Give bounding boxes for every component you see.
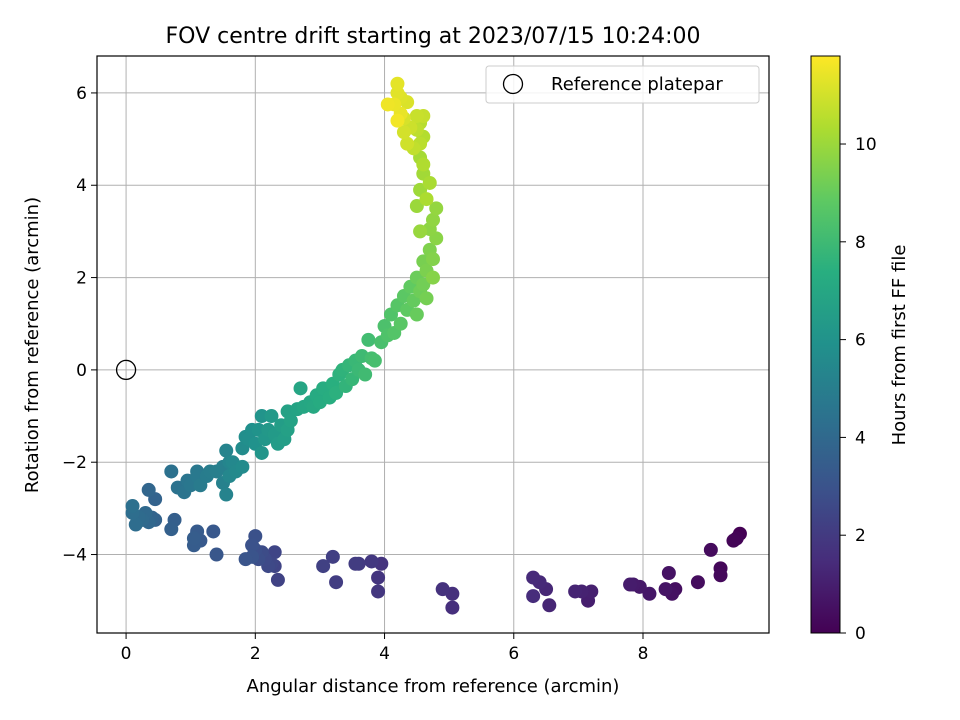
colorbar-tick-label: 0 <box>855 624 866 644</box>
data-point <box>419 291 434 306</box>
data-point <box>348 556 363 571</box>
data-point <box>238 552 253 567</box>
data-point <box>416 277 431 292</box>
colorbar-tick-label: 10 <box>855 135 877 155</box>
data-point <box>245 538 260 553</box>
x-axis-ticks: 0 2 4 6 8 <box>121 633 649 664</box>
data-point <box>426 270 440 285</box>
data-point <box>690 575 705 590</box>
x-tick-label: 0 <box>121 644 132 664</box>
data-point <box>141 482 156 497</box>
x-tick-label: 2 <box>250 644 261 664</box>
data-point <box>164 522 179 537</box>
data-point <box>283 413 298 428</box>
y-axis-label: Rotation from reference (arcmin) <box>22 197 43 493</box>
data-point <box>361 332 376 347</box>
data-point <box>316 559 331 574</box>
data-point <box>435 582 450 597</box>
data-point <box>409 199 424 214</box>
data-point <box>219 443 234 458</box>
data-point <box>329 575 344 590</box>
data-point <box>419 192 434 207</box>
x-tick-label: 6 <box>508 644 519 664</box>
data-point <box>270 572 285 587</box>
data-point <box>390 76 405 91</box>
colorbar-tick-label: 4 <box>855 428 866 448</box>
data-point <box>726 533 741 548</box>
data-point <box>713 568 728 583</box>
data-point <box>400 136 415 151</box>
colorbar: 0 2 4 6 8 10 Hours from first FF file <box>810 55 910 644</box>
colorbar-label: Hours from first FF file <box>889 245 910 446</box>
data-point <box>125 499 140 514</box>
plot-frame <box>96 55 770 634</box>
y-tick-label: −2 <box>62 453 87 473</box>
data-point <box>219 487 234 502</box>
data-point <box>526 589 541 604</box>
data-point <box>358 367 373 382</box>
legend: Reference platepar <box>485 65 760 104</box>
data-point <box>661 565 676 580</box>
data-point <box>254 445 269 460</box>
data-point <box>186 531 201 546</box>
data-point <box>422 175 437 190</box>
data-point <box>235 459 250 474</box>
data-point <box>396 125 411 140</box>
data-point <box>703 542 718 557</box>
x-axis-label: Angular distance from reference (arcmin) <box>247 676 620 697</box>
y-tick-label: 4 <box>76 176 87 196</box>
y-axis-ticks: −4 −2 0 2 4 6 <box>62 84 97 566</box>
data-point <box>658 582 673 597</box>
chart-title: FOV centre drift starting at 2023/07/15 … <box>166 24 701 49</box>
x-tick-label: 8 <box>638 644 649 664</box>
legend-box <box>485 65 760 104</box>
colorbar-tick-label: 8 <box>855 233 866 253</box>
data-point <box>429 201 444 216</box>
data-point <box>128 517 143 532</box>
colorbar-ticks: 0 2 4 6 8 10 <box>840 135 877 644</box>
data-point <box>426 252 440 267</box>
data-point <box>642 586 657 601</box>
data-point <box>413 224 428 239</box>
legend-entry-reference-platepar: Reference platepar <box>551 74 723 95</box>
colorbar-tick-label: 6 <box>855 331 866 351</box>
data-point <box>409 109 424 124</box>
y-tick-label: 2 <box>76 269 87 289</box>
y-tick-label: 6 <box>76 84 87 104</box>
data-point <box>445 600 460 615</box>
y-tick-label: −4 <box>62 546 87 566</box>
data-point <box>164 464 179 479</box>
data-point <box>426 212 440 227</box>
x-tick-label: 4 <box>379 644 390 664</box>
data-point <box>206 524 221 539</box>
data-point <box>329 385 344 400</box>
colorbar-tick-label: 2 <box>855 526 866 546</box>
data-point <box>209 547 224 562</box>
reference-platepar-marker <box>115 359 137 381</box>
data-point <box>623 577 638 592</box>
data-point <box>526 570 541 585</box>
data-point <box>254 409 269 424</box>
data-point <box>584 584 599 599</box>
data-point <box>371 584 386 599</box>
data-point <box>390 113 405 128</box>
data-point <box>293 381 308 396</box>
data-point <box>325 549 340 564</box>
data-point <box>393 316 408 331</box>
data-points <box>115 76 747 615</box>
data-point <box>416 157 431 172</box>
data-point <box>264 409 279 424</box>
data-point <box>371 570 386 585</box>
data-point <box>568 584 583 599</box>
data-point <box>542 598 557 613</box>
data-point <box>364 554 379 569</box>
data-point <box>409 307 424 322</box>
y-tick-label: 0 <box>76 361 87 381</box>
data-point <box>267 545 282 560</box>
colorbar-gradient <box>810 55 841 634</box>
data-point <box>380 97 395 112</box>
legend-marker <box>502 73 524 95</box>
data-point <box>367 353 382 368</box>
